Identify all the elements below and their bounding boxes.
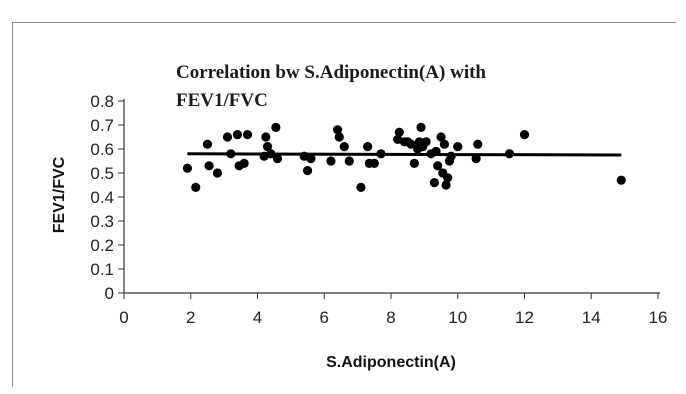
data-point	[439, 139, 449, 149]
data-point	[344, 156, 354, 166]
data-point	[446, 151, 456, 161]
data-point	[271, 122, 281, 132]
y-tick-label: 0.6	[90, 140, 114, 159]
y-tick-label: 0.8	[90, 92, 114, 111]
data-point	[222, 132, 233, 142]
data-point	[416, 122, 426, 132]
data-point	[616, 175, 626, 185]
y-tick-label: 0.1	[90, 260, 114, 279]
data-point	[306, 154, 316, 164]
data-point	[363, 142, 373, 152]
x-tick-label: 8	[386, 308, 395, 327]
y-tick-label: 0.5	[90, 164, 114, 183]
data-point	[394, 127, 404, 137]
data-point	[202, 139, 213, 149]
x-tick-label: 2	[186, 308, 195, 327]
data-point	[421, 137, 431, 147]
axes	[123, 99, 660, 294]
data-point	[339, 142, 349, 152]
x-tick-label: 16	[649, 308, 668, 327]
data-point	[326, 156, 336, 166]
data-point	[519, 130, 530, 140]
chart-title-line-2: FEV1/FVC	[176, 90, 268, 111]
data-point	[471, 154, 481, 164]
data-point	[436, 132, 446, 142]
data-point	[356, 182, 366, 192]
x-tick-label: 6	[320, 308, 329, 327]
x-tick-label: 14	[582, 308, 601, 327]
data-point	[441, 180, 451, 190]
chart-frame	[12, 22, 676, 387]
trendline	[187, 152, 622, 157]
y-tick-label: 0.3	[90, 212, 114, 231]
data-point	[239, 158, 249, 168]
y-tick-label: 0	[105, 284, 114, 303]
data-points	[182, 122, 626, 192]
data-point	[369, 158, 379, 168]
data-point	[232, 130, 243, 140]
y-axis-label: FEV1/FVC	[51, 156, 68, 233]
data-point	[261, 132, 271, 142]
data-point	[242, 130, 253, 140]
data-point	[191, 182, 201, 192]
trendline-group	[187, 152, 622, 157]
data-point	[262, 142, 273, 152]
y-tick-label: 0.4	[90, 188, 114, 207]
data-point	[433, 161, 443, 171]
y-tick-label: 0.7	[90, 116, 114, 135]
data-point	[443, 173, 453, 183]
y-tick-label: 0.2	[90, 236, 114, 255]
data-point	[182, 163, 193, 173]
data-point	[272, 154, 283, 164]
data-point	[406, 139, 416, 149]
data-point	[334, 132, 344, 142]
data-point	[302, 166, 313, 176]
x-tick-label: 4	[253, 308, 262, 327]
data-point	[333, 125, 343, 135]
data-point	[473, 139, 483, 149]
data-point	[204, 161, 214, 171]
data-point	[429, 178, 439, 188]
data-point	[453, 142, 463, 152]
chart-title-line-1: Correlation bw S.Adiponectin(A) with	[176, 62, 486, 83]
x-tick-label: 12	[515, 308, 534, 327]
y-ticks: 0 0.1 0.2 0.3 0.4 0.5 0.6 0.7 0.8	[90, 92, 124, 303]
x-ticks: 0 2 4 6 8 10 12 14 16	[119, 293, 667, 327]
x-tick-label: 10	[448, 308, 467, 327]
x-tick-label: 0	[119, 308, 128, 327]
data-point	[212, 168, 223, 178]
x-axis-label: S.Adiponectin(A)	[326, 354, 456, 371]
data-point	[409, 158, 419, 168]
